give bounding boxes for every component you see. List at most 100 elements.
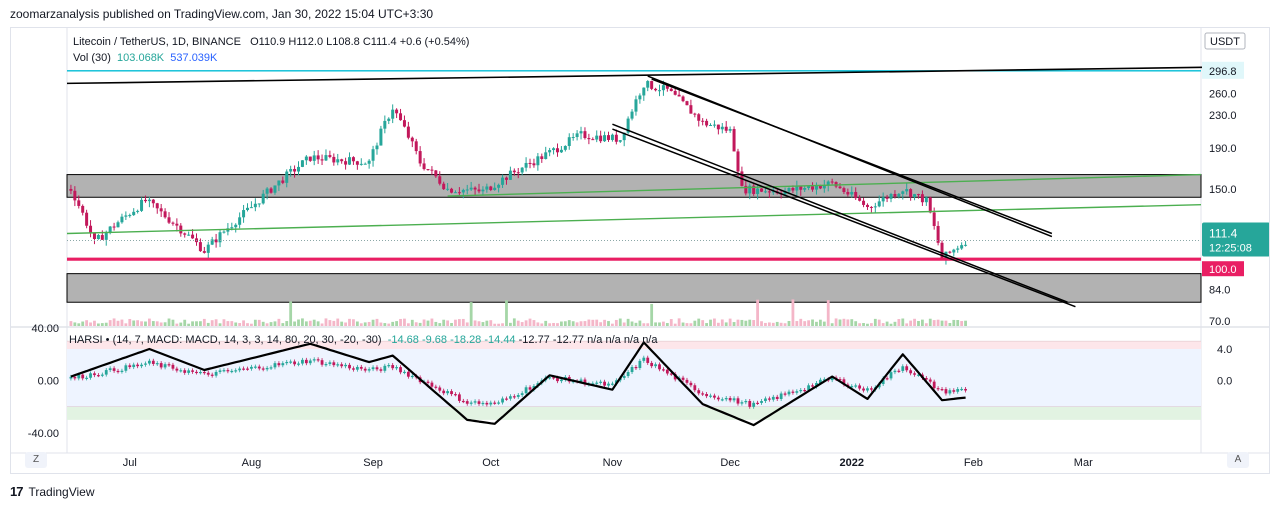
volume-bar bbox=[893, 321, 897, 326]
candle bbox=[763, 191, 767, 193]
candle bbox=[869, 206, 873, 208]
volume-bar bbox=[96, 323, 100, 326]
harsi-candle bbox=[505, 398, 508, 400]
candle bbox=[116, 222, 120, 228]
harsi-candle bbox=[669, 373, 673, 375]
candle bbox=[693, 113, 697, 115]
candle bbox=[536, 156, 540, 166]
harsi-value: n/a bbox=[605, 334, 624, 346]
harsi-candle bbox=[728, 398, 732, 401]
candle bbox=[689, 105, 693, 114]
volume-bar bbox=[434, 321, 438, 326]
harsi-candle bbox=[556, 377, 559, 382]
candle bbox=[485, 186, 489, 190]
zoom-button[interactable]: Z bbox=[25, 452, 47, 468]
volume-bar bbox=[438, 323, 442, 326]
volume-bar bbox=[771, 322, 775, 326]
harsi-candle bbox=[603, 381, 606, 386]
candle bbox=[705, 120, 709, 126]
harsi-label[interactable]: HARSI • (14, 7, MACD: MACD, 14, 3, 3, 14… bbox=[69, 334, 382, 346]
symbol-legend[interactable]: Litecoin / TetherUS, 1D, BINANCE O110.9 … bbox=[73, 36, 469, 48]
harsi-candle bbox=[579, 379, 583, 382]
candle bbox=[214, 239, 218, 243]
candle bbox=[850, 191, 854, 195]
candle bbox=[803, 188, 807, 190]
candle bbox=[650, 81, 654, 89]
candle bbox=[493, 187, 497, 190]
harsi-candle bbox=[822, 379, 826, 381]
harsi-candle bbox=[964, 388, 967, 391]
currency-box bbox=[1204, 32, 1246, 50]
volume-bar bbox=[611, 323, 614, 326]
tradingview-logo-icon[interactable]: 17 bbox=[10, 484, 24, 499]
volume-bar bbox=[705, 323, 708, 326]
volume-bar bbox=[960, 321, 964, 326]
volume-bar bbox=[324, 318, 328, 326]
harsi-candle bbox=[622, 376, 626, 378]
candle bbox=[818, 185, 822, 189]
volume-bar bbox=[391, 321, 395, 326]
brand-name[interactable]: TradingView bbox=[28, 484, 95, 499]
volume-bar bbox=[618, 318, 622, 326]
harsi-candle bbox=[775, 396, 779, 399]
harsi-candle bbox=[583, 379, 587, 385]
harsi-candle bbox=[720, 399, 724, 401]
volume-bar bbox=[253, 319, 257, 326]
candle bbox=[348, 157, 352, 165]
volume-bar bbox=[520, 322, 524, 326]
candle bbox=[579, 131, 583, 134]
volume-bar bbox=[512, 318, 516, 326]
volume-bar bbox=[234, 322, 238, 326]
footer[interactable]: 17 TradingView bbox=[10, 484, 95, 499]
candle bbox=[402, 120, 406, 127]
chart-canvas[interactable]: 360.0260.0230.0190.0150.0120.084.070.0US… bbox=[11, 28, 1269, 473]
candle bbox=[940, 242, 944, 260]
month-label: Jul bbox=[123, 457, 137, 469]
harsi-candle bbox=[222, 370, 226, 372]
volume-bar bbox=[736, 319, 740, 326]
volume-bar bbox=[842, 318, 846, 326]
volume-label[interactable]: Vol (30) bbox=[73, 52, 111, 64]
harsi-value: -12.77 bbox=[518, 334, 553, 346]
volume-bar bbox=[297, 319, 300, 326]
chart-frame[interactable]: 360.0260.0230.0190.0150.0120.084.070.0US… bbox=[10, 27, 1270, 474]
candle bbox=[273, 185, 277, 193]
volume-bar bbox=[901, 318, 905, 326]
harsi-candle bbox=[893, 370, 897, 373]
harsi-candle bbox=[355, 366, 359, 370]
descending-channel-line bbox=[651, 78, 1053, 235]
harsi-candle bbox=[199, 371, 202, 374]
candle bbox=[175, 223, 179, 226]
harsi-legend[interactable]: HARSI • (14, 7, MACD: MACD, 14, 3, 3, 14… bbox=[69, 334, 657, 346]
volume-bar bbox=[151, 321, 155, 326]
harsi-candle bbox=[854, 385, 858, 387]
candle bbox=[155, 203, 159, 209]
candle bbox=[320, 159, 324, 161]
volume-bar bbox=[909, 320, 913, 326]
volume-legend[interactable]: Vol (30) 103.068K 537.039K bbox=[73, 52, 217, 64]
symbol-title[interactable]: Litecoin / TetherUS, 1D, BINANCE bbox=[73, 36, 241, 48]
candle bbox=[77, 200, 81, 206]
volume-bar bbox=[485, 320, 489, 326]
volume-bar bbox=[583, 321, 587, 326]
harsi-candle bbox=[73, 376, 77, 379]
candle bbox=[736, 151, 740, 172]
volume-bar bbox=[673, 323, 677, 326]
harsi-candle bbox=[630, 366, 634, 373]
candle bbox=[618, 140, 622, 142]
volume-bar bbox=[787, 320, 791, 326]
harsi-candle bbox=[132, 364, 136, 368]
candle bbox=[285, 171, 289, 183]
volume-bar bbox=[716, 322, 720, 326]
candle bbox=[744, 185, 748, 194]
price-tick-label: 230.0 bbox=[1209, 110, 1237, 122]
candle bbox=[253, 203, 257, 208]
volume-bar bbox=[124, 323, 128, 326]
harsi-candle bbox=[206, 372, 210, 375]
auto-scale-button[interactable]: A bbox=[1227, 452, 1249, 468]
volume-bar bbox=[81, 321, 85, 326]
harsi-candle bbox=[140, 364, 143, 367]
descending-channel-line bbox=[612, 123, 1068, 303]
harsi-candle bbox=[928, 379, 932, 382]
harsi-candle bbox=[136, 364, 140, 367]
